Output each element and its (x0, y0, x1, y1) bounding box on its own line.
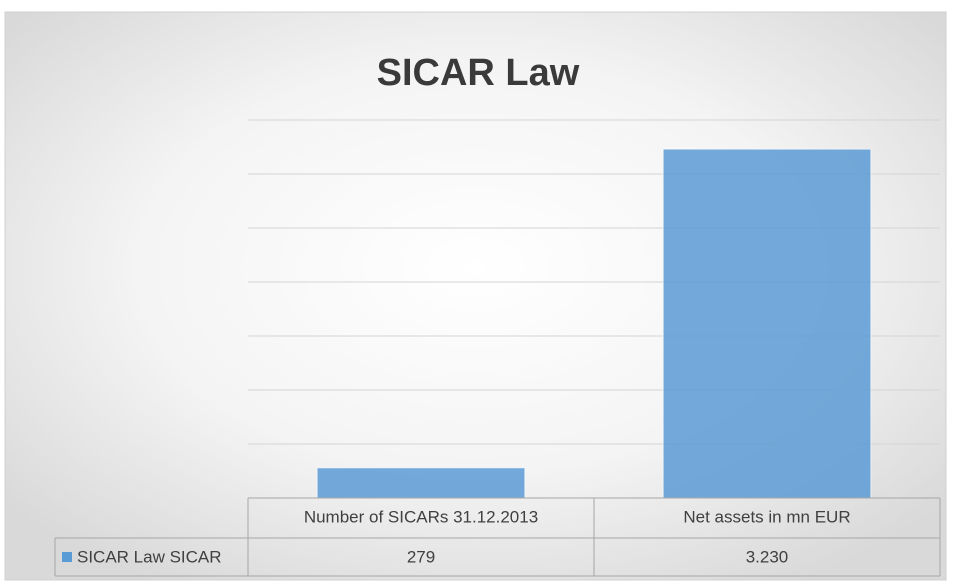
legend-swatch (62, 552, 72, 562)
bar (316, 467, 526, 499)
data-label: 3.230 (746, 547, 789, 566)
chart-title: SICAR Law (377, 52, 580, 94)
legend-label: SICAR Law SICAR (77, 547, 222, 566)
data-label: 279 (407, 547, 435, 566)
category-label: Net assets in mn EUR (683, 507, 850, 526)
bar (662, 148, 872, 499)
category-label: Number of SICARs 31.12.2013 (304, 507, 538, 526)
